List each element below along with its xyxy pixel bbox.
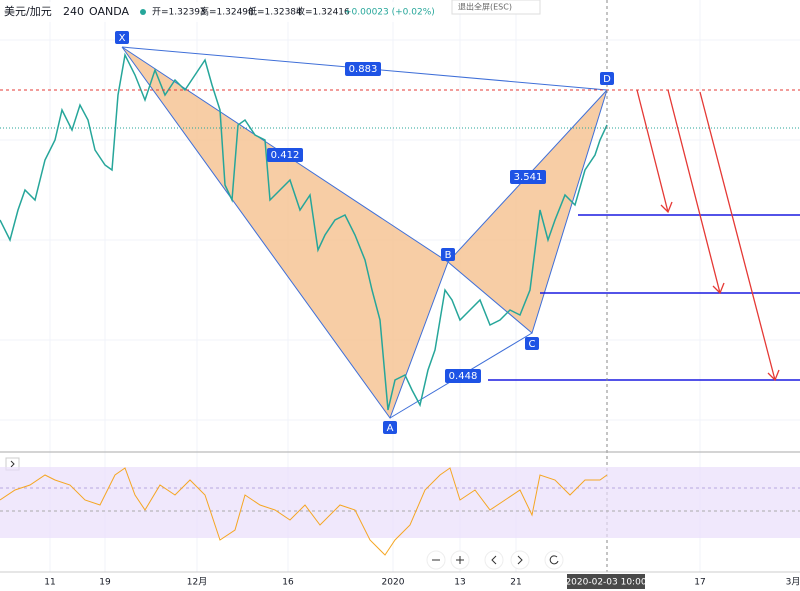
rsi-line	[0, 467, 608, 556]
cursor-badge	[567, 574, 645, 589]
ratio-label: 0.883	[345, 62, 381, 76]
exit-fullscreen-text: 退出全屏(ESC)	[458, 2, 512, 12]
ratio-label: 0.412	[267, 148, 303, 162]
point-d: D	[603, 74, 611, 85]
rsi-band	[0, 467, 800, 538]
point-label: C	[525, 337, 539, 350]
point-x: X	[119, 33, 126, 44]
high: 高=1.32498	[200, 6, 254, 18]
x-axis-labels: 11 19 12月 16 2020 13 21 17 3月	[44, 577, 800, 588]
x-tick-label: 19	[99, 578, 111, 588]
ratio-ac: 0.448	[449, 371, 478, 382]
point-c: C	[529, 339, 536, 350]
arrows	[636, 89, 780, 382]
reset[interactable]	[544, 550, 564, 570]
change: +0.00023 (+0.02%)	[344, 8, 435, 18]
symbol: 美元/加元	[4, 5, 52, 18]
point-label: D	[600, 72, 614, 85]
low: 低=1.32384	[248, 6, 302, 18]
collapse-icon	[10, 460, 15, 468]
ratio-xb: 0.412	[271, 150, 300, 161]
status-dot	[140, 9, 146, 15]
interval: 240	[63, 5, 84, 18]
price-line	[0, 52, 608, 411]
point-a: A	[387, 423, 394, 434]
x-tick-label: 11	[44, 578, 55, 588]
ratio-bd: 3.541	[514, 172, 543, 183]
point-label: X	[115, 31, 129, 44]
exit-fullscreen[interactable]	[451, 0, 541, 15]
x-tick-label: 21	[510, 578, 521, 588]
point-b: B	[445, 250, 452, 261]
ratio-label: 3.541	[510, 170, 546, 184]
scroll-left[interactable]	[484, 550, 504, 570]
exchange: OANDA	[89, 5, 129, 18]
x-tick-label: 16	[282, 578, 294, 588]
cursor-date: 2020-02-03 10:00	[565, 578, 646, 588]
ratio-label: 0.448	[445, 369, 481, 383]
x-tick-label: 2020	[382, 578, 405, 588]
scroll-right[interactable]	[510, 550, 530, 570]
x-tick-label: 17	[694, 578, 705, 588]
point-label: B	[441, 248, 455, 261]
ratio-xd: 0.883	[349, 64, 378, 75]
x-tick-label: 12月	[187, 577, 207, 588]
close: 收=1.32416	[296, 6, 350, 18]
point-label: A	[383, 421, 397, 434]
nav-buttons	[426, 550, 564, 570]
open: 开=1.32393	[152, 7, 206, 18]
x-tick-label: 13	[454, 578, 465, 588]
header-bg	[0, 2, 450, 22]
x-tick-label: 3月	[786, 577, 800, 588]
